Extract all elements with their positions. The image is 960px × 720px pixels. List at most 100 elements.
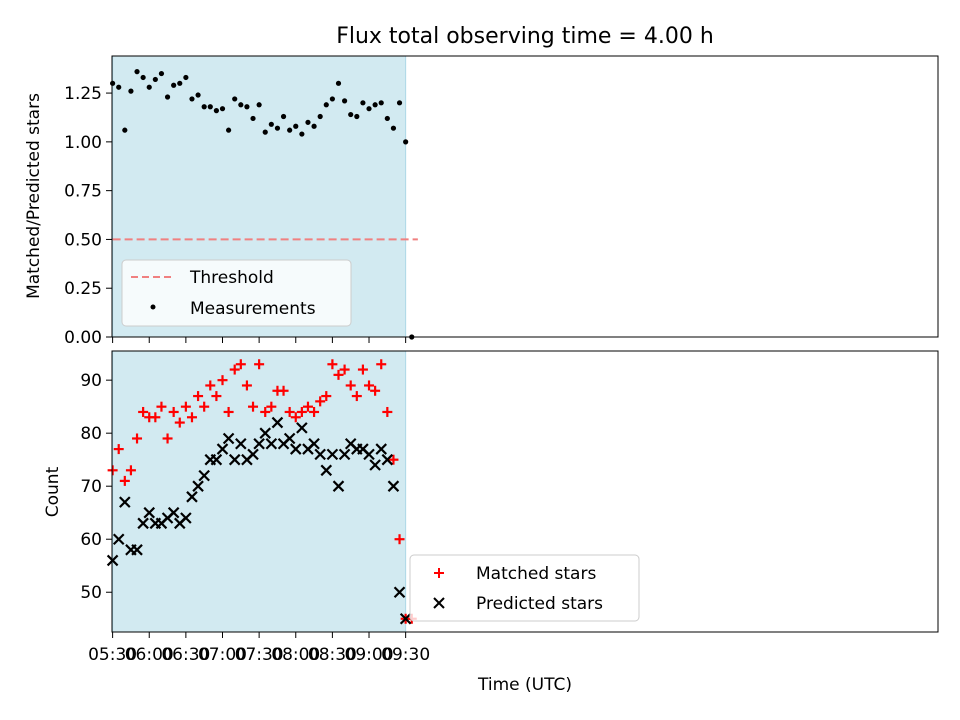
measurement-point: [238, 102, 244, 108]
count-points: [106, 359, 417, 625]
matched-star-marker: [357, 364, 368, 375]
legend-threshold-label: Threshold: [189, 268, 274, 288]
matched-star-marker: [382, 406, 393, 417]
top-y-tick-label: 0.00: [64, 328, 102, 348]
matched-star-marker: [315, 396, 326, 407]
measurement-point: [299, 131, 305, 137]
matched-star-marker: [296, 406, 307, 417]
matched-star-marker: [351, 391, 362, 402]
predicted-star-marker: [247, 448, 259, 461]
measurement-point: [335, 80, 342, 86]
measurement-point: [372, 102, 378, 108]
measurement-point: [268, 121, 274, 127]
bottom-legend: Matched stars Predicted stars: [409, 554, 640, 622]
predicted-star-marker: [338, 448, 351, 461]
bottom-y-axis-label: Count: [43, 466, 63, 517]
measurement-point: [177, 80, 183, 86]
top-legend-box: [121, 259, 352, 327]
bottom-y-ticks: 50 60 70 80 90: [80, 371, 112, 603]
bottom-x-tick-label: 08:00: [271, 645, 320, 665]
matched-star-marker: [370, 385, 381, 396]
measurement-point: [378, 100, 384, 106]
top-y-tick-label: 0.25: [64, 279, 102, 299]
matched-star-marker: [248, 401, 259, 412]
predicted-star-marker: [326, 448, 339, 461]
matched-star-marker: [217, 375, 228, 386]
matched-star-marker: [333, 369, 344, 380]
measurement-point: [305, 119, 311, 125]
predicted-star-marker: [320, 464, 333, 477]
measurement-point: [323, 102, 329, 108]
predicted-star-marker: [210, 453, 223, 466]
x-axis-label: Time (UTC): [477, 675, 572, 695]
matched-star-marker: [339, 364, 350, 375]
bottom-x-tick-label: 09:30: [381, 645, 430, 665]
bottom-x-tick-label: 09:00: [345, 645, 394, 665]
measurement-point: [354, 113, 360, 120]
predicted-star-marker: [198, 469, 210, 482]
predicted-star-marker: [119, 496, 131, 508]
measurement-point: [140, 74, 146, 81]
predicted-star-marker: [369, 459, 381, 471]
matched-star-marker: [290, 412, 301, 423]
bottom-x-ticks: 05:3006:0006:3007:0007:3008:0008:3009:00…: [88, 632, 430, 665]
predicted-star-marker: [259, 427, 272, 439]
matched-star-marker: [180, 401, 191, 412]
measurement-point: [164, 94, 171, 100]
predicted-star-marker: [289, 443, 302, 455]
bottom-x-tick-label: 06:30: [161, 645, 210, 665]
matched-star-marker: [229, 364, 240, 375]
predicted-star-marker: [314, 448, 326, 461]
top-x-ticks: [112, 337, 407, 343]
matched-star-marker: [150, 412, 161, 423]
legend-matched-swatch: [434, 568, 444, 578]
measurement-point: [110, 80, 116, 86]
measurement-point: [171, 82, 177, 88]
matched-star-marker: [132, 433, 143, 444]
measurement-point: [366, 106, 372, 112]
bottom-legend-box: [409, 554, 640, 622]
predicted-star-marker: [186, 491, 198, 503]
bottom-x-tick-label: 06:00: [125, 645, 174, 665]
predicted-star-marker: [283, 432, 296, 445]
legend-predicted-swatch: [433, 597, 445, 609]
measurement-point: [390, 125, 397, 131]
matched-star-marker: [260, 406, 271, 417]
matched-star-marker: [376, 359, 387, 370]
legend-predicted-label: Predicted stars: [476, 594, 603, 614]
top-title: Flux total observing time = 4.00 h: [336, 24, 714, 49]
legend-matched-label: Matched stars: [476, 564, 596, 584]
predicted-star-marker: [265, 438, 278, 450]
bottom-x-tick-label: 08:30: [308, 645, 357, 665]
measurement-point: [152, 76, 158, 83]
matched-star-marker: [125, 465, 136, 476]
measurement-point: [396, 100, 403, 106]
matched-star-marker: [113, 444, 124, 455]
matched-star-marker: [394, 534, 405, 545]
matched-star-marker: [345, 380, 356, 391]
matched-star-marker: [156, 401, 167, 412]
measurement-point: [189, 96, 195, 102]
matched-star-marker: [364, 380, 375, 391]
measurement-point: [403, 139, 409, 145]
matched-star-marker: [327, 359, 338, 370]
measurement-point: [250, 115, 256, 122]
top-y-tick-label: 0.75: [64, 182, 102, 202]
matched-star-marker: [235, 359, 246, 370]
predicted-star-marker: [180, 512, 192, 524]
matched-star-marker: [211, 391, 222, 402]
predicted-star-marker: [106, 554, 119, 567]
matched-star-marker: [309, 406, 320, 417]
matched-star-marker: [107, 465, 118, 476]
top-y-tick-label: 1.25: [64, 84, 102, 104]
measurement-point: [280, 113, 287, 120]
predicted-star-marker: [235, 438, 247, 450]
top-legend: Threshold Measurements: [121, 259, 352, 327]
matched-star-marker: [199, 401, 210, 412]
measurement-point: [311, 123, 317, 129]
measurement-point: [219, 106, 226, 112]
predicted-star-marker: [387, 480, 400, 492]
measurement-point: [348, 111, 354, 118]
measurement-point: [122, 127, 128, 133]
measurement-point: [226, 127, 232, 133]
